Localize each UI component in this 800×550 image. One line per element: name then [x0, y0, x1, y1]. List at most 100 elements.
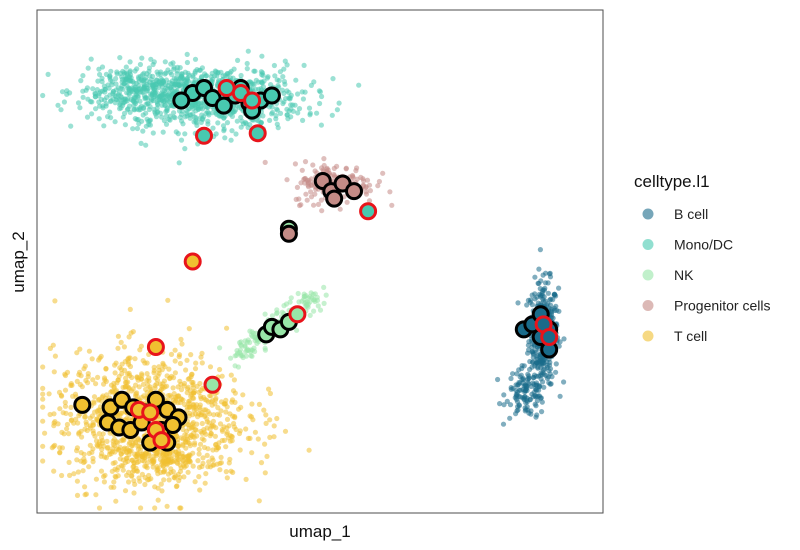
data-point: [200, 455, 206, 461]
data-point: [240, 392, 246, 398]
data-point: [90, 86, 96, 92]
data-point: [143, 123, 149, 129]
data-point: [258, 69, 264, 75]
data-point: [527, 397, 533, 403]
data-point: [119, 83, 125, 89]
data-point: [203, 471, 209, 477]
data-point: [109, 388, 115, 394]
data-point: [205, 118, 211, 124]
data-point: [76, 431, 82, 437]
data-point: [528, 411, 534, 417]
data-point: [126, 479, 132, 485]
data-point: [214, 73, 220, 79]
data-point: [134, 66, 140, 72]
data-point: [210, 457, 216, 463]
data-point: [82, 363, 88, 369]
data-point: [120, 100, 126, 106]
data-point: [165, 297, 171, 303]
highlighted-point-black: [325, 189, 344, 208]
data-point: [232, 415, 238, 421]
data-point: [215, 405, 221, 411]
data-point: [300, 117, 306, 123]
data-point: [530, 350, 536, 356]
data-point: [71, 471, 77, 477]
data-point: [210, 447, 216, 453]
data-point: [184, 436, 191, 442]
data-point: [137, 447, 143, 453]
data-point: [334, 107, 340, 113]
data-point: [92, 433, 98, 439]
data-point: [121, 344, 127, 350]
data-point: [186, 326, 192, 332]
data-point: [252, 68, 258, 74]
data-point: [98, 353, 104, 359]
data-point: [134, 117, 140, 123]
data-point: [67, 472, 73, 478]
data-point: [69, 417, 75, 423]
data-point: [236, 430, 243, 437]
data-point: [101, 479, 107, 485]
data-point: [240, 121, 247, 127]
data-point: [181, 383, 187, 389]
data-point: [553, 361, 559, 367]
data-point: [163, 121, 170, 127]
data-point: [531, 372, 538, 378]
data-point: [142, 83, 148, 89]
data-point: [343, 165, 349, 171]
data-point: [542, 280, 549, 286]
data-point: [259, 53, 265, 59]
data-point: [229, 128, 235, 134]
data-point: [45, 71, 51, 77]
data-point: [152, 484, 158, 490]
data-point: [202, 396, 208, 403]
data-point: [227, 111, 234, 117]
data-point: [205, 464, 211, 470]
data-point: [192, 479, 198, 485]
data-point: [243, 476, 249, 482]
data-point: [131, 106, 137, 112]
data-point: [163, 77, 169, 83]
data-point: [47, 411, 53, 418]
data-point: [305, 301, 311, 307]
data-point: [117, 456, 123, 462]
data-point: [211, 423, 217, 429]
data-point: [279, 309, 285, 315]
data-point: [296, 299, 302, 305]
data-point: [176, 108, 183, 114]
data-point: [158, 91, 164, 97]
data-point: [508, 375, 514, 382]
data-point: [249, 450, 255, 456]
data-point: [271, 423, 277, 429]
data-point: [211, 412, 217, 418]
data-point: [93, 492, 99, 498]
data-point: [190, 379, 196, 386]
data-point: [176, 75, 182, 82]
data-point: [317, 100, 323, 107]
data-point: [217, 467, 223, 473]
data-point: [258, 86, 264, 92]
data-point: [122, 122, 128, 128]
data-point: [312, 291, 318, 297]
data-point: [193, 118, 199, 124]
data-point: [182, 131, 188, 137]
data-point: [126, 469, 132, 475]
highlighted-point-red: [243, 91, 262, 110]
data-point: [115, 345, 121, 351]
data-point: [539, 409, 545, 415]
data-point: [93, 106, 99, 112]
data-point: [312, 191, 318, 197]
data-point: [90, 459, 96, 465]
data-point: [231, 424, 237, 430]
data-point: [100, 103, 106, 109]
data-point: [206, 420, 212, 426]
data-point: [531, 389, 537, 396]
highlighted-point-red: [183, 252, 202, 271]
data-point: [166, 366, 172, 372]
data-point: [255, 436, 261, 442]
data-point: [77, 105, 83, 111]
data-point: [504, 398, 510, 404]
highlighted-point-red: [195, 126, 213, 145]
data-point: [101, 443, 107, 449]
data-point: [204, 452, 210, 458]
data-point: [135, 443, 141, 449]
